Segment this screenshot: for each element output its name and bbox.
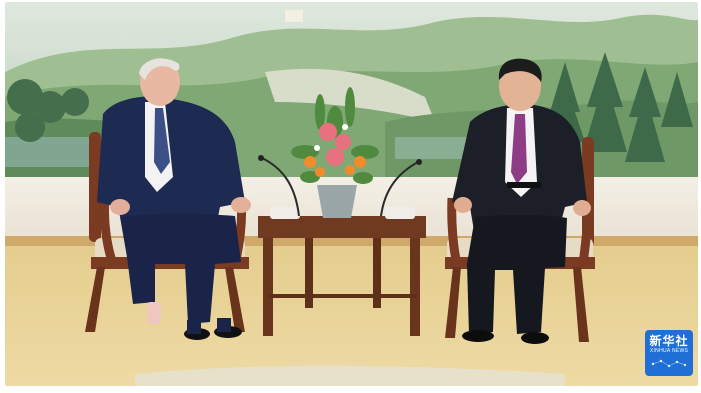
photo-scene	[5, 2, 698, 386]
floor-object	[147, 302, 161, 324]
left-person	[97, 58, 251, 340]
wall-baseboard	[5, 236, 698, 246]
right-person	[452, 58, 591, 344]
logo-chinese-text: 新华社	[649, 334, 689, 348]
logo-dots-icon	[651, 359, 687, 368]
meeting-photo	[5, 2, 698, 386]
microphones	[261, 157, 419, 217]
xinhua-news-logo: 新华社 XINHUA NEWS	[645, 330, 693, 376]
flower-arrangement	[291, 87, 379, 218]
logo-english-text: XINHUA NEWS	[649, 348, 689, 354]
coffee-table	[258, 207, 426, 336]
